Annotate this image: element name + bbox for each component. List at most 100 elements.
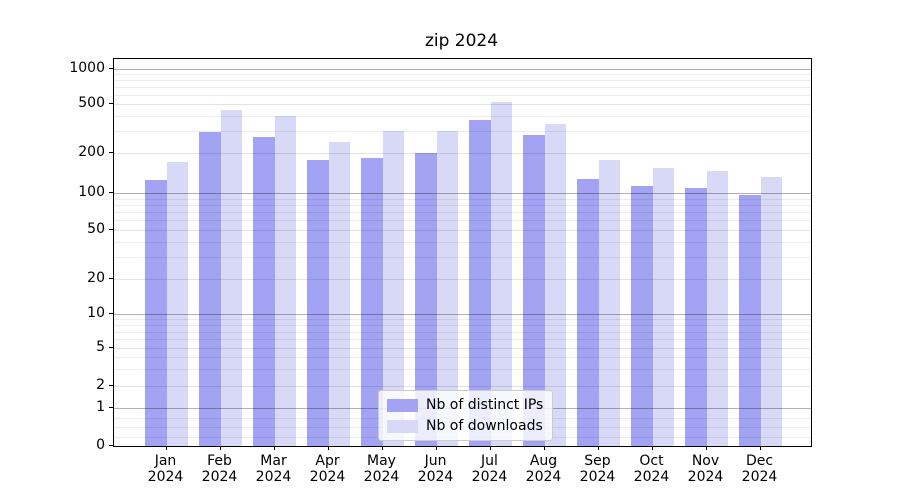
x-tick-mark-jun [435, 446, 437, 450]
bar-distinct-ips-jul [469, 120, 491, 446]
bar-distinct-ips-sep [577, 178, 599, 446]
legend-item-downloads: Nb of downloads [387, 418, 543, 434]
x-tick-label-mar: Mar 2024 [255, 453, 292, 485]
bar-downloads-nov [706, 170, 728, 446]
bar-downloads-feb [220, 109, 242, 446]
y-tick-label-1000: 1000 [69, 60, 105, 76]
x-tick-mark-sep [597, 446, 599, 450]
gridline-700 [114, 87, 811, 88]
x-tick-label-jan: Jan 2024 [147, 453, 184, 485]
gridline-7 [114, 331, 811, 333]
bar-distinct-ips-oct [631, 185, 653, 446]
y-tick-label-500: 500 [78, 95, 105, 111]
gridline-40 [114, 241, 811, 243]
y-tick-mark-1 [109, 407, 113, 409]
bar-downloads-mar [274, 115, 296, 446]
y-tick-label-0: 0 [96, 437, 105, 453]
x-tick-mark-oct [651, 446, 653, 450]
bar-downloads-oct [652, 167, 674, 446]
bar-distinct-ips-may [361, 157, 383, 446]
y-tick-mark-5 [109, 347, 113, 349]
bar-downloads-dec [760, 177, 782, 446]
gridline-9 [114, 319, 811, 321]
gridline-300 [114, 131, 811, 133]
gridline-800 [114, 80, 811, 82]
gridline-3 [114, 369, 811, 371]
y-tick-mark-500 [109, 103, 113, 105]
gridline-10 [114, 314, 811, 315]
gridline-6 [114, 339, 811, 341]
gridline-100 [114, 193, 811, 194]
x-tick-mark-dec [759, 446, 761, 450]
y-tick-mark-20 [109, 278, 113, 280]
gridline-60 [114, 220, 811, 222]
y-tick-label-20: 20 [87, 270, 105, 286]
y-tick-mark-0 [109, 445, 113, 447]
legend-label-distinct-ips: Nb of distinct IPs [426, 397, 544, 413]
x-tick-label-jul: Jul 2024 [471, 453, 508, 485]
bar-distinct-ips-feb [199, 132, 221, 446]
bar-distinct-ips-jun [415, 153, 437, 446]
x-tick-mark-may [381, 446, 383, 450]
chart-title: zip 2024 [424, 31, 499, 51]
gridline-80 [114, 204, 811, 206]
bar-downloads-may [382, 131, 404, 446]
x-tick-mark-jan [165, 446, 167, 450]
y-tick-mark-2 [109, 385, 113, 387]
x-tick-label-dec: Dec 2024 [741, 453, 778, 485]
bar-distinct-ips-apr [307, 159, 329, 446]
bar-downloads-sep [598, 160, 620, 446]
gridline-20 [114, 279, 811, 280]
gridline-30 [114, 257, 811, 259]
gridline-1000 [114, 69, 811, 70]
x-tick-label-may: May 2024 [363, 453, 400, 485]
x-tick-mark-nov [705, 446, 707, 450]
x-tick-label-oct: Oct 2024 [633, 453, 670, 485]
y-tick-label-1: 1 [96, 399, 105, 415]
bar-distinct-ips-mar [253, 137, 275, 446]
y-tick-label-200: 200 [78, 144, 105, 160]
plot-area: Nb of distinct IPs Nb of downloads [113, 58, 812, 447]
legend-item-distinct-ips: Nb of distinct IPs [387, 397, 543, 413]
y-tick-mark-10 [109, 313, 113, 315]
x-tick-mark-feb [219, 446, 221, 450]
y-tick-label-50: 50 [87, 221, 105, 237]
x-tick-mark-mar [273, 446, 275, 450]
gridline-2 [114, 386, 811, 387]
y-tick-mark-50 [109, 229, 113, 231]
gridline-600 [114, 94, 811, 96]
bar-distinct-ips-aug [523, 135, 545, 446]
gridline-50 [114, 230, 811, 231]
x-tick-label-feb: Feb 2024 [201, 453, 238, 485]
legend-swatch-distinct-ips [387, 398, 418, 412]
bar-downloads-jan [166, 162, 188, 446]
y-tick-mark-1000 [109, 68, 113, 70]
gridline-200 [114, 153, 811, 154]
gridline-4 [114, 357, 811, 359]
y-tick-label-2: 2 [96, 377, 105, 393]
gridline-8 [114, 324, 811, 326]
x-tick-label-nov: Nov 2024 [687, 453, 724, 485]
bar-distinct-ips-jan [145, 180, 167, 446]
gridline-70 [114, 212, 811, 213]
bar-downloads-jun [436, 131, 458, 446]
bar-distinct-ips-dec [739, 194, 761, 446]
x-tick-label-jun: Jun 2024 [417, 453, 454, 485]
bar-downloads-aug [544, 123, 566, 446]
gridline-90 [114, 198, 811, 200]
y-tick-label-100: 100 [78, 184, 105, 200]
gridline-500 [114, 104, 811, 105]
gridline-900 [114, 74, 811, 76]
legend: Nb of distinct IPs Nb of downloads [378, 390, 554, 441]
x-tick-mark-apr [327, 446, 329, 450]
x-tick-label-sep: Sep 2024 [579, 453, 616, 485]
legend-label-downloads: Nb of downloads [426, 418, 543, 434]
gridline-400 [114, 115, 811, 117]
x-tick-label-aug: Aug 2024 [525, 453, 562, 485]
y-tick-mark-100 [109, 192, 113, 194]
y-tick-label-5: 5 [96, 339, 105, 355]
x-tick-label-apr: Apr 2024 [309, 453, 346, 485]
bar-downloads-apr [328, 142, 350, 446]
legend-swatch-downloads [387, 419, 418, 433]
